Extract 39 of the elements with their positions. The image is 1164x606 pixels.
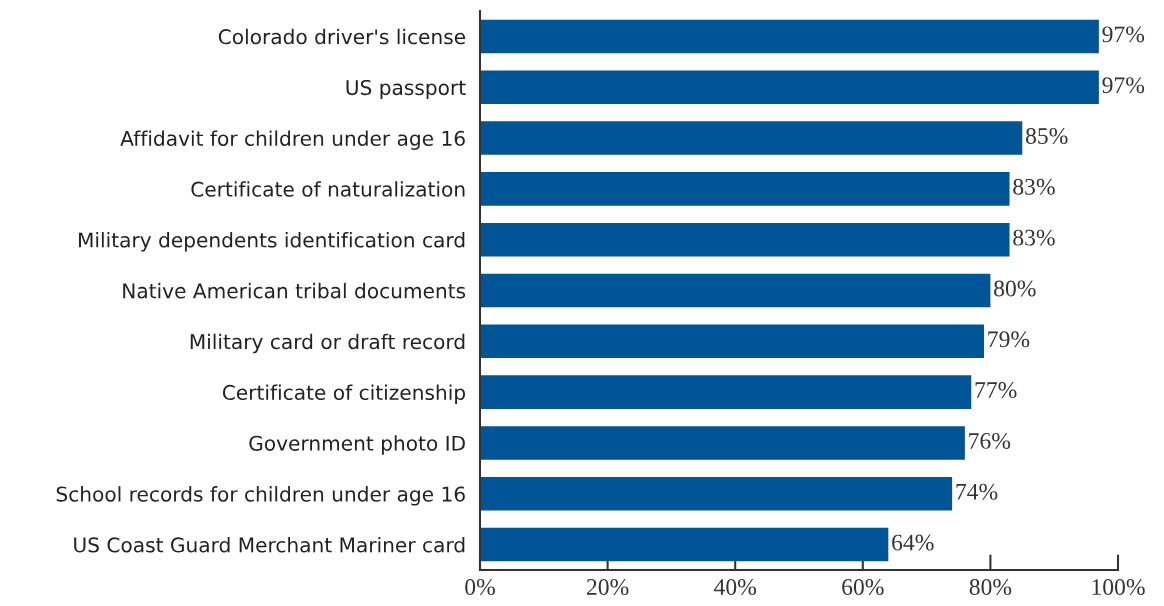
- data-label: 97%: [1102, 77, 1145, 94]
- bar: [480, 19, 1099, 54]
- y-tick-label: School records for children under age 16: [56, 486, 465, 506]
- data-label: 80%: [994, 280, 1036, 297]
- bar: [480, 121, 1023, 155]
- bar: [480, 477, 953, 511]
- data-label: 74%: [956, 483, 998, 500]
- y-tick-label: Government photo ID: [249, 435, 465, 455]
- x-tick-label: 80%: [969, 579, 1012, 596]
- data-label: 85%: [1025, 128, 1068, 145]
- data-label: 97%: [1102, 26, 1145, 43]
- x-tick-label: 60%: [842, 579, 884, 596]
- x-tick-label: 40%: [714, 579, 757, 596]
- data-label: 64%: [892, 534, 934, 551]
- bar: [480, 527, 889, 562]
- x-tick-label: 0%: [465, 579, 495, 596]
- bar: [480, 426, 965, 460]
- y-tick-label: Colorado driver's license: [218, 28, 466, 45]
- y-tick-label: Certificate of naturalization: [191, 181, 465, 197]
- bar: [480, 222, 1010, 257]
- bar: [480, 375, 972, 409]
- y-tick-label: Military dependents identification card: [79, 232, 465, 252]
- data-label: 77%: [975, 382, 1017, 399]
- data-label: 79%: [988, 331, 1030, 348]
- data-label: 83%: [1013, 229, 1055, 246]
- x-tick-label: 100%: [1092, 579, 1145, 596]
- bar: [480, 324, 985, 359]
- data-label: 76%: [969, 432, 1011, 449]
- y-tick-label: Military card or draft record: [190, 333, 465, 354]
- bar: [480, 273, 991, 308]
- y-tick-label: Certificate of citizenship: [222, 384, 466, 404]
- x-tick-label: 20%: [587, 579, 629, 596]
- bar: [480, 172, 1010, 206]
- y-tick-label: US passport: [346, 79, 466, 100]
- y-tick-label: Affidavit for children under age 16: [120, 130, 465, 150]
- y-tick-label: Native American tribal documents: [123, 282, 466, 299]
- y-tick-label: US Coast Guard Merchant Mariner card: [74, 536, 465, 553]
- data-label: 83%: [1013, 178, 1055, 195]
- bar: [480, 70, 1099, 104]
